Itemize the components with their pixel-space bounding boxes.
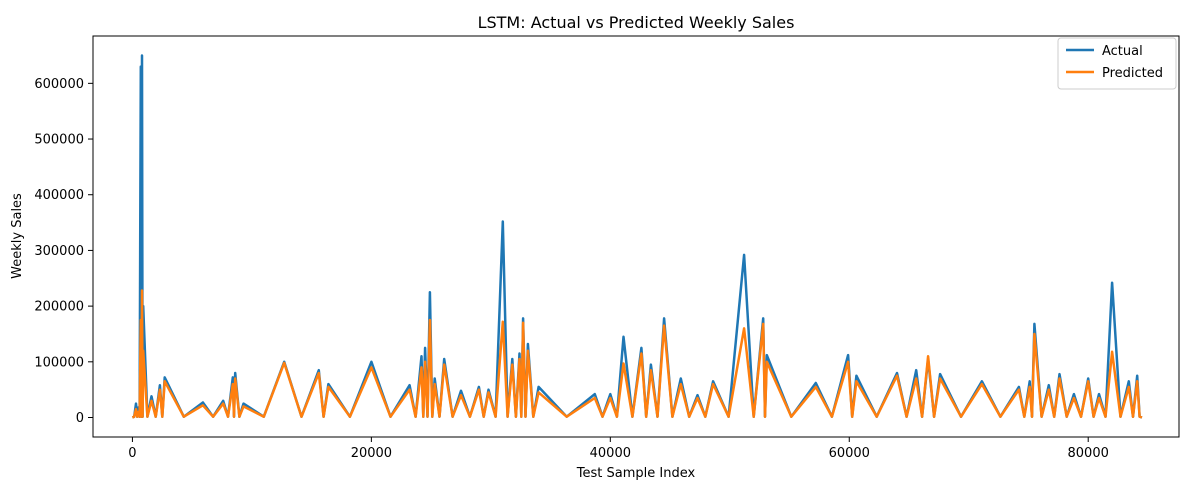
y-tick-label: 500000	[34, 133, 84, 148]
x-tick-label: 0	[128, 446, 136, 461]
y-tick-label: 100000	[34, 355, 84, 370]
plot-area	[131, 54, 1143, 419]
series-line-predicted	[131, 289, 1143, 419]
y-axis: 0 100000 200000 300000 400000 500000 600000	[34, 77, 93, 426]
x-axis: 0 20000 40000 60000 80000	[128, 437, 1109, 461]
y-tick-label: 400000	[34, 188, 84, 203]
legend-label-actual: Actual	[1102, 44, 1143, 59]
y-axis-title: Weekly Sales	[10, 193, 25, 279]
x-tick-label: 40000	[590, 446, 631, 461]
y-tick-label: 200000	[34, 300, 84, 315]
plot-frame	[92, 35, 1180, 438]
x-axis-title: Test Sample Index	[576, 466, 696, 481]
x-tick-label: 20000	[351, 446, 392, 461]
chart-title: LSTM: Actual vs Predicted Weekly Sales	[478, 13, 795, 32]
x-tick-label: 60000	[829, 446, 870, 461]
y-tick-label: 0	[76, 411, 84, 426]
y-tick-label: 300000	[34, 244, 84, 259]
legend-label-predicted: Predicted	[1102, 66, 1163, 81]
x-tick-label: 80000	[1068, 446, 1109, 461]
y-tick-label: 600000	[34, 77, 84, 92]
legend: Actual Predicted	[1057, 37, 1177, 90]
